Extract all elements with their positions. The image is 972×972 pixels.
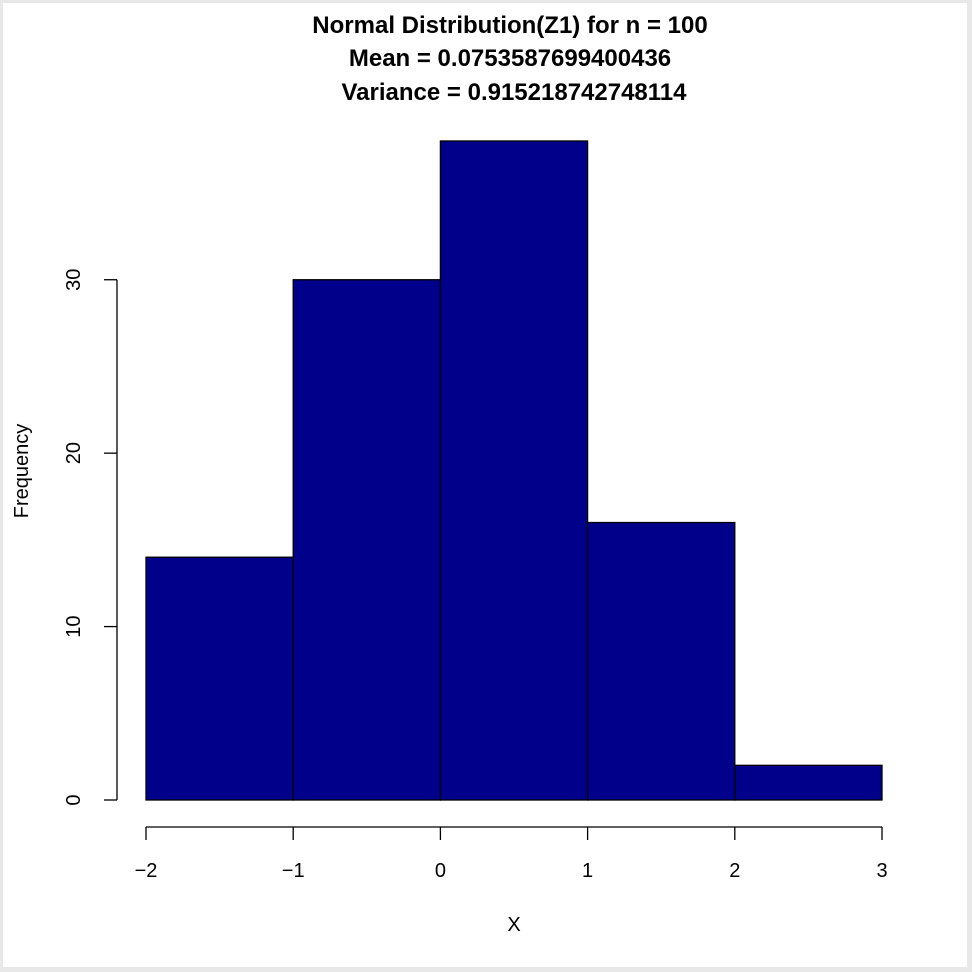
y-tick-label: 20 [63,442,85,464]
y-tick-label: 0 [63,794,85,805]
chart-title-line-3: Variance = 0.915218742748114 [342,79,688,106]
histogram-bars [145,140,883,801]
histogram-bar-2 [439,140,589,801]
x-tick-label: 1 [582,860,593,882]
y-axis-label: Frequency [11,424,33,519]
chart-title-line-2: Mean = 0.0753587699400436 [349,45,671,72]
x-tick-label: −1 [282,860,305,882]
y-tick-label: 30 [63,269,85,291]
x-axis: −2 −1 0 1 2 3 [135,826,888,882]
x-tick-label: 3 [876,860,887,882]
histogram-bar-4 [734,764,883,801]
x-tick-label: −2 [135,860,158,882]
histogram-bar-1 [292,279,442,801]
y-axis: 0 10 20 30 [63,269,118,806]
x-tick-label: 0 [435,860,446,882]
x-tick-label: 2 [729,860,740,882]
histogram-bar-3 [586,521,736,801]
y-tick-label: 10 [63,615,85,637]
x-axis-label: X [507,914,520,936]
chart-title-line-1: Normal Distribution(Z1) for n = 100 [312,12,707,39]
histogram-bar-0 [145,556,294,801]
